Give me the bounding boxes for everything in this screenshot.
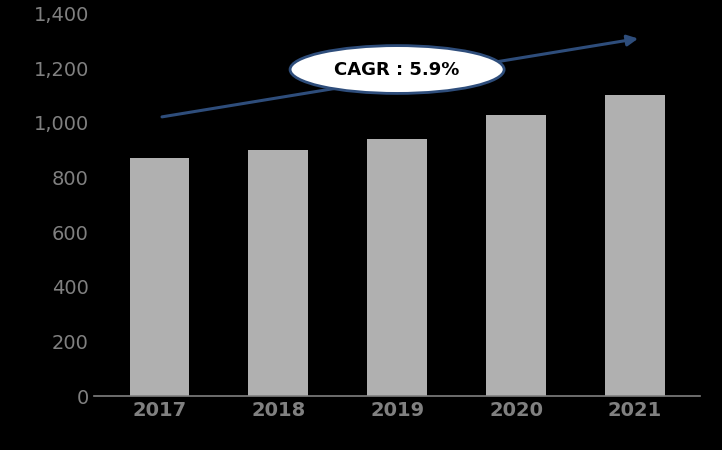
Bar bbox=[605, 95, 665, 396]
Bar bbox=[129, 158, 189, 396]
Ellipse shape bbox=[290, 45, 504, 94]
Bar bbox=[248, 150, 308, 396]
Bar bbox=[367, 139, 427, 396]
Text: CAGR : 5.9%: CAGR : 5.9% bbox=[334, 60, 460, 78]
Bar bbox=[487, 115, 546, 396]
